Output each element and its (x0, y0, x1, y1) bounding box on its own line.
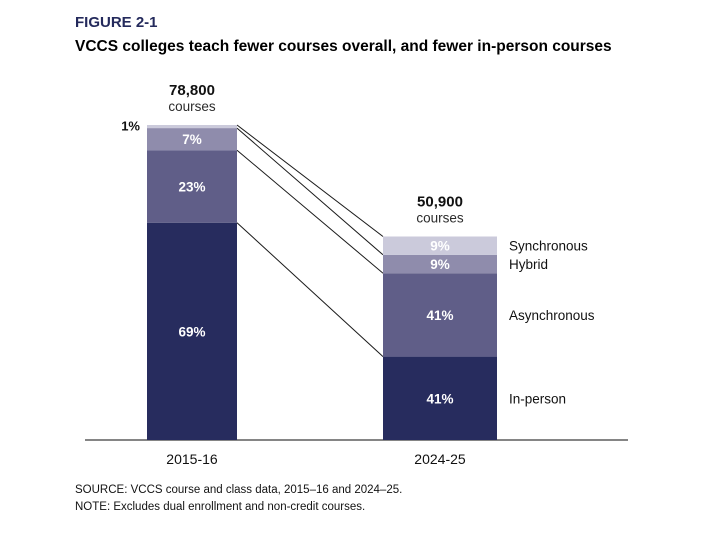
x-axis-category-label-2024-25: 2024-25 (414, 451, 466, 467)
segment-hybrid-2015-16 (147, 128, 237, 151)
connector-line-synchronous (236, 124, 384, 237)
segment-hybrid-2024-25 (383, 254, 497, 274)
segment-value-label-asynchronous-2015-16: 23% (178, 179, 205, 194)
segment-synchronous-2015-16 (147, 125, 237, 129)
total-unit-label-2024-25: courses (416, 211, 464, 226)
legend-label-asynchronous: Asynchronous (509, 308, 595, 323)
segment-value-label-asynchronous-2024-25: 41% (426, 308, 453, 323)
connector-line-asynchronous (236, 149, 384, 274)
figure-title: VCCS colleges teach fewer courses overal… (75, 38, 612, 55)
segment-in-person-2015-16 (147, 222, 237, 440)
figure-footer: SOURCE: VCCS course and class data, 2015… (75, 482, 675, 516)
x-axis-category-label-2015-16: 2015-16 (166, 451, 218, 467)
segment-value-label-hybrid-2024-25: 9% (430, 257, 450, 272)
segment-synchronous-2024-25 (383, 236, 497, 255)
legend-label-synchronous: Synchronous (509, 239, 588, 254)
legend-label-hybrid: Hybrid (509, 257, 548, 272)
total-label-2015-16: 78,800 (169, 82, 215, 99)
figure-header: FIGURE 2-1 VCCS colleges teach fewer cou… (75, 14, 675, 56)
segment-asynchronous-2024-25 (383, 273, 497, 357)
connector-line-hybrid (236, 127, 384, 256)
segment-value-label-in-person-2024-25: 41% (426, 391, 453, 406)
segment-in-person-2024-25 (383, 356, 497, 440)
segment-value-label-outside-synchronous-2015-16: 1% (121, 119, 140, 134)
legend-label-in-person: In-person (509, 391, 566, 406)
segment-value-label-hybrid-2015-16: 7% (182, 132, 202, 147)
segment-value-label-synchronous-2024-25: 9% (430, 239, 450, 254)
connector-line-in-person (236, 222, 384, 357)
segment-value-label-in-person-2015-16: 69% (178, 324, 205, 339)
figure-note: NOTE: Excludes dual enrollment and non-c… (75, 501, 366, 513)
segment-asynchronous-2015-16 (147, 150, 237, 223)
source-note: SOURCE: VCCS course and class data, 2015… (75, 484, 403, 496)
total-unit-label-2015-16: courses (168, 99, 216, 114)
total-label-2024-25: 50,900 (417, 194, 463, 211)
figure-number: FIGURE 2-1 (75, 14, 158, 31)
